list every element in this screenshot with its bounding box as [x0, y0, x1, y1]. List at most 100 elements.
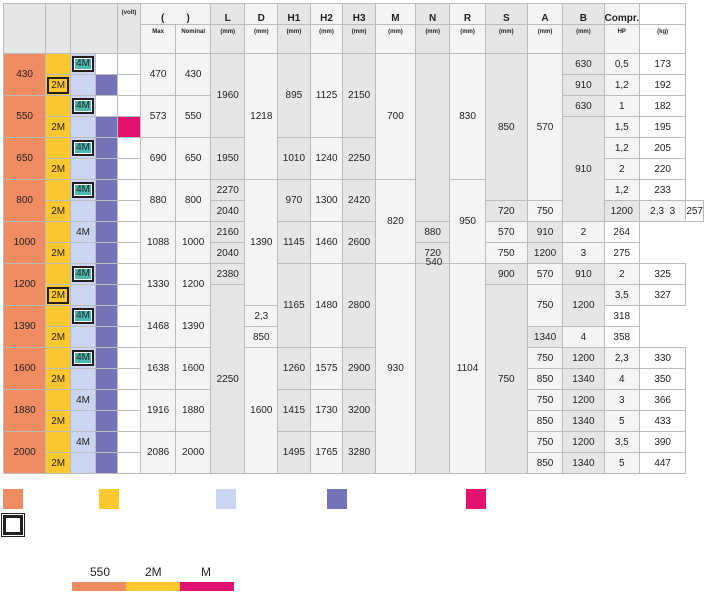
h3-cell: 2250	[342, 137, 376, 180]
color-cell: 4M	[70, 221, 97, 243]
color-cell	[117, 326, 141, 348]
unit-h1: (mm)	[277, 24, 311, 54]
color-cell: 2M	[45, 368, 72, 390]
b-cell: 1200	[603, 200, 641, 222]
b-cell: 1340	[562, 452, 605, 474]
color-cell	[95, 158, 119, 180]
m-cell: 930	[374, 263, 417, 474]
kg-cell: 366	[638, 389, 687, 411]
b-cell: 910	[562, 74, 605, 96]
n-value: 540	[425, 257, 443, 268]
col-header-compr: Compr.	[603, 3, 641, 25]
unit-s: (mm)	[484, 24, 528, 54]
col-header-n: N	[414, 3, 451, 25]
l-cell: 2040	[209, 200, 246, 222]
kg-cell: 205	[638, 137, 687, 159]
a-cell: 850	[526, 368, 564, 390]
legend-swatch-yellow	[99, 489, 119, 509]
col-header-d: D	[244, 3, 279, 25]
outlined-label: 4M	[72, 266, 95, 282]
kg-cell: 330	[638, 347, 687, 369]
table-row: 2M 850 1340 5 433	[4, 410, 704, 432]
color-cell	[70, 242, 97, 264]
l-cell: 2040	[209, 242, 246, 264]
kg-cell: 433	[638, 410, 687, 432]
b-cell: 630	[562, 53, 605, 75]
bar-label-m: M	[201, 565, 211, 579]
table-row: 2M 910 1,5 195	[4, 116, 704, 222]
max-1880: 1916	[139, 389, 177, 432]
color-cell	[70, 452, 97, 474]
nom-800: 800	[175, 179, 211, 222]
color-cell	[95, 410, 119, 432]
h1-cell: 895	[277, 53, 311, 138]
table-row: 2M 2040 720 750 1200 3 275	[4, 242, 704, 264]
kg-cell: 350	[638, 368, 687, 390]
color-cell	[45, 53, 72, 75]
color-cell: 4M	[70, 347, 97, 369]
model-550: 550	[2, 95, 47, 138]
h2-cell: 1480	[309, 263, 344, 348]
color-cell	[95, 263, 119, 285]
table-row: 1880 4M 1916 1880 1415 1730 3200 750 120…	[2, 389, 704, 432]
model-800: 800	[2, 179, 47, 222]
unit-n: (mm)	[414, 24, 451, 54]
unit-d: (mm)	[244, 24, 279, 54]
n-cell	[414, 53, 451, 222]
color-cell	[70, 158, 97, 180]
color-cell	[45, 95, 72, 117]
r-cell: 1104	[449, 263, 486, 474]
outlined-label: 4M	[72, 56, 95, 72]
color-cell	[117, 158, 141, 180]
color-cell	[95, 95, 119, 117]
h1-cell: 1165	[277, 263, 311, 348]
kg-cell: 233	[638, 179, 687, 201]
header-cell	[2, 3, 47, 54]
unit-hp: HP	[603, 24, 641, 54]
max-550: 573	[139, 95, 177, 138]
outlined-label: 2M	[47, 76, 70, 94]
h3-cell: 3200	[342, 389, 376, 432]
outlined-label: 4M	[72, 308, 95, 324]
b-cell: 1200	[562, 347, 605, 369]
h1-cell: 1415	[277, 389, 311, 432]
color-cell	[95, 431, 119, 453]
color-cell	[95, 116, 119, 138]
nom-650: 650	[175, 137, 211, 180]
table-row: 2M 850 1340 4 358	[4, 326, 704, 348]
color-cell	[95, 347, 119, 369]
h2-cell: 1125	[309, 53, 344, 138]
b-cell: 910	[562, 116, 605, 222]
hp-cell: 5	[603, 410, 641, 432]
kg-cell: 275	[603, 242, 641, 264]
h3-cell: 3280	[342, 431, 376, 474]
hp-cell: 0,5	[603, 53, 641, 75]
l-cell: 2270	[209, 179, 246, 201]
table-row: 2M 850 1340 5 447	[4, 452, 704, 474]
m-cell: 700	[374, 53, 417, 180]
a-cell: 750	[526, 431, 564, 453]
a-cell: 570	[526, 53, 564, 201]
model-430: 430	[2, 53, 47, 96]
hp-cell: 3,5	[603, 284, 641, 306]
model-1600: 1600	[2, 347, 47, 390]
color-cell	[95, 221, 119, 243]
color-cell	[95, 74, 119, 96]
s-cell: 850	[484, 53, 528, 201]
hp-cell: 2	[562, 221, 605, 243]
a-cell: 750	[526, 284, 564, 327]
color-cell	[70, 116, 97, 138]
legend-swatch-purple	[327, 489, 347, 509]
color-cell	[117, 263, 141, 285]
color-cell	[95, 452, 119, 474]
color-cell	[117, 389, 141, 411]
kg-cell: 358	[603, 326, 641, 348]
unit-h3: (mm)	[342, 24, 376, 54]
s-cell: 880	[414, 221, 451, 243]
color-cell: 4M	[70, 305, 97, 327]
b-cell: 1200	[562, 431, 605, 453]
hp-cell: 1	[603, 95, 641, 117]
r-cell: 830	[449, 53, 486, 180]
rating-header: ( )	[139, 3, 211, 25]
color-cell	[117, 431, 141, 453]
